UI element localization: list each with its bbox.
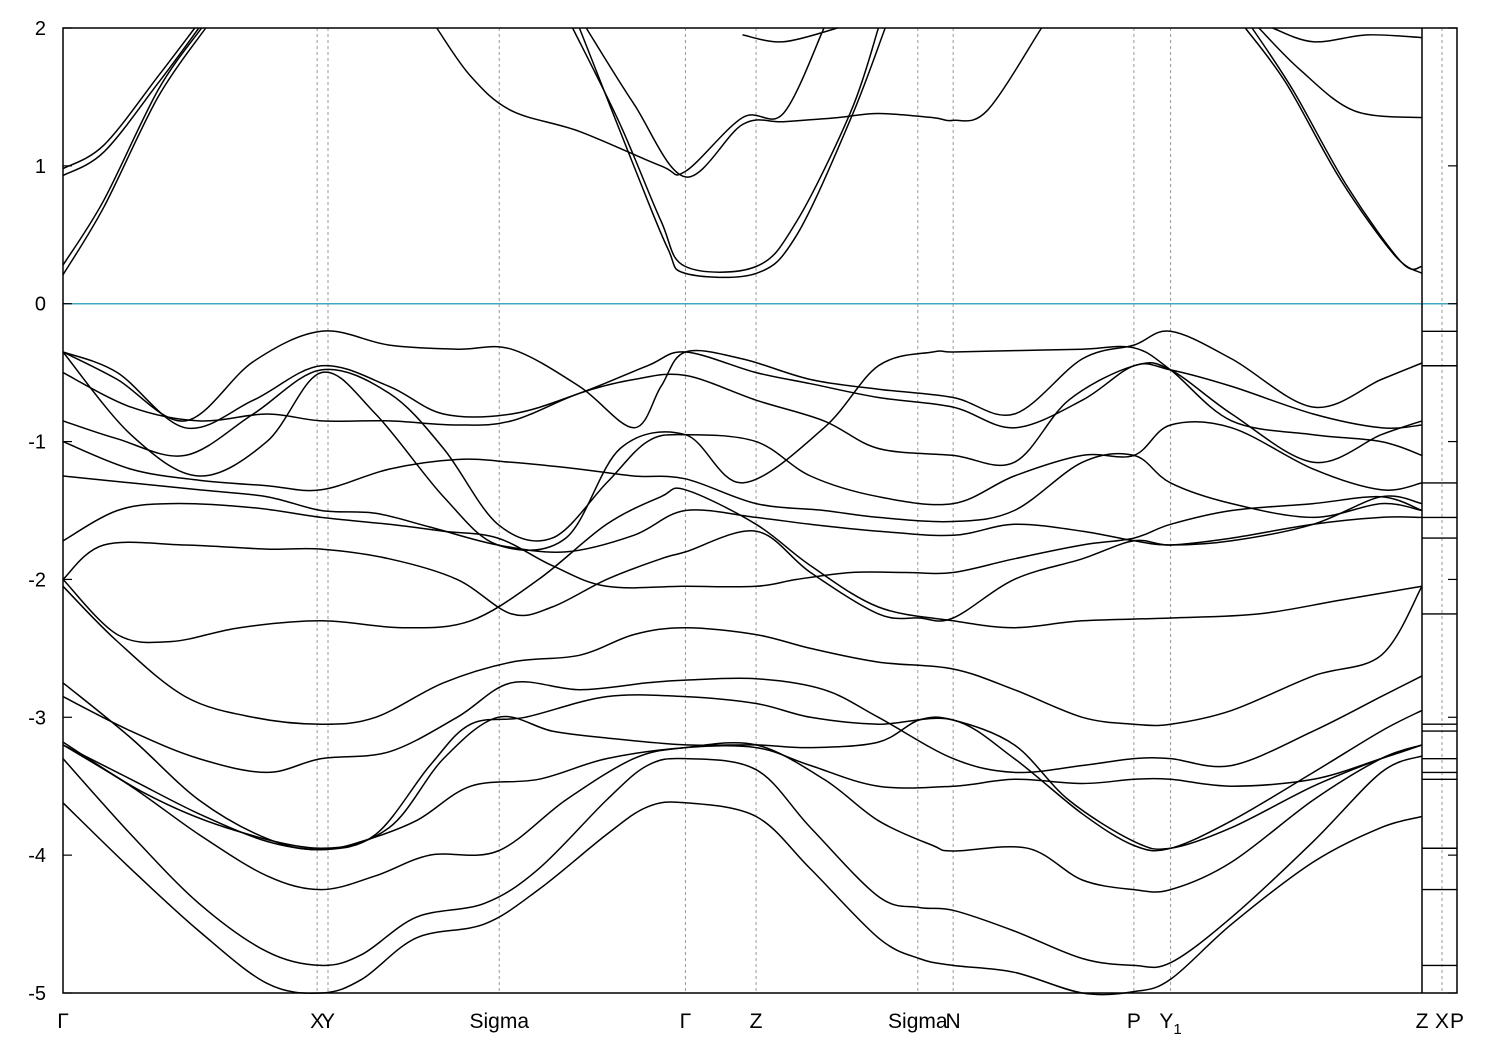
band-line [742,27,838,43]
band-line [1272,27,1423,43]
band-line [62,361,1423,467]
band-line [585,27,1043,178]
band-line [62,585,1423,727]
y-tick-label: -4 [28,845,46,867]
band-line [62,440,1423,523]
band-line [578,27,886,279]
x-tick-label: N [946,1010,961,1033]
band-line [62,368,1423,542]
dos-panel-levels [1422,330,1457,967]
band-line [62,755,1423,969]
band-line [62,675,1423,774]
plot-frame [62,27,1458,994]
x-tick-label: Z [750,1010,763,1033]
y-tick-label: 0 [35,294,46,316]
band-line [62,345,1423,552]
y-tick-label: -1 [28,432,46,454]
x-tick-label: Γ [680,1010,692,1033]
band-line [62,715,1423,851]
x-tick-subscript: 1 [1173,1021,1181,1038]
band-line [1251,27,1423,271]
band-line [571,27,880,273]
x-tick-label: X [310,1010,324,1033]
x-tick-label: Sigma [469,1010,529,1033]
y-tick-label: -2 [28,569,46,591]
band-line [436,27,825,176]
band-line [62,682,1423,852]
x-tick-label: Sigma [888,1010,948,1033]
x-tick-label: Z [1416,1010,1429,1033]
y-axis-ticks: 2 1 0 -1 -2 -3 -4 -5 [28,18,1457,1005]
y-tick-label: -3 [28,707,46,729]
band-line [62,351,1423,430]
band-line [62,27,196,170]
x-tick-label: Γ [57,1010,69,1033]
y-tick-label: 1 [35,156,46,178]
band-line [62,27,203,266]
x-tick-label: Y [321,1010,335,1033]
x-tick-label: P [1127,1010,1141,1033]
band-line [62,27,207,276]
band-line [62,475,1423,553]
band-lines [62,27,1423,996]
x-tick-label: P [1450,1010,1464,1033]
x-tick-label: X [1435,1010,1449,1033]
band-line [62,330,1423,429]
y-tick-label: 2 [35,18,46,40]
band-line [62,495,1423,589]
band-line [62,487,1423,644]
y-tick-label: -5 [28,983,46,1005]
band-line [1258,27,1423,119]
band-line [62,27,200,177]
